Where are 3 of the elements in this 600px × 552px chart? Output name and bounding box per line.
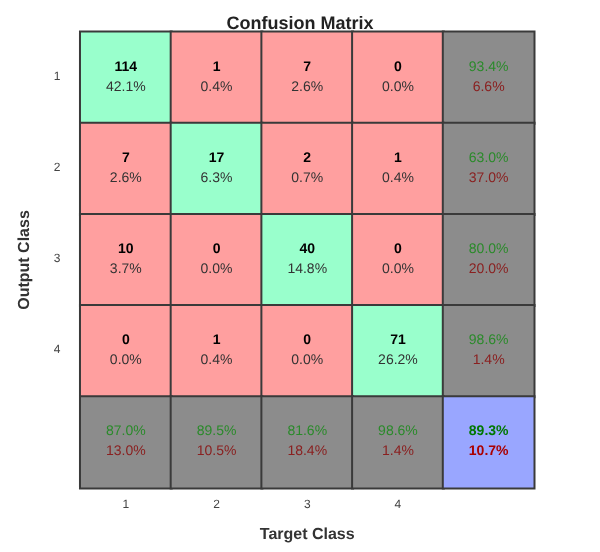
- x-axis-title: Target Class: [259, 525, 356, 543]
- chart-title: Confusion Matrix: [226, 13, 374, 33]
- y-axis-title: Output Class: [15, 209, 33, 310]
